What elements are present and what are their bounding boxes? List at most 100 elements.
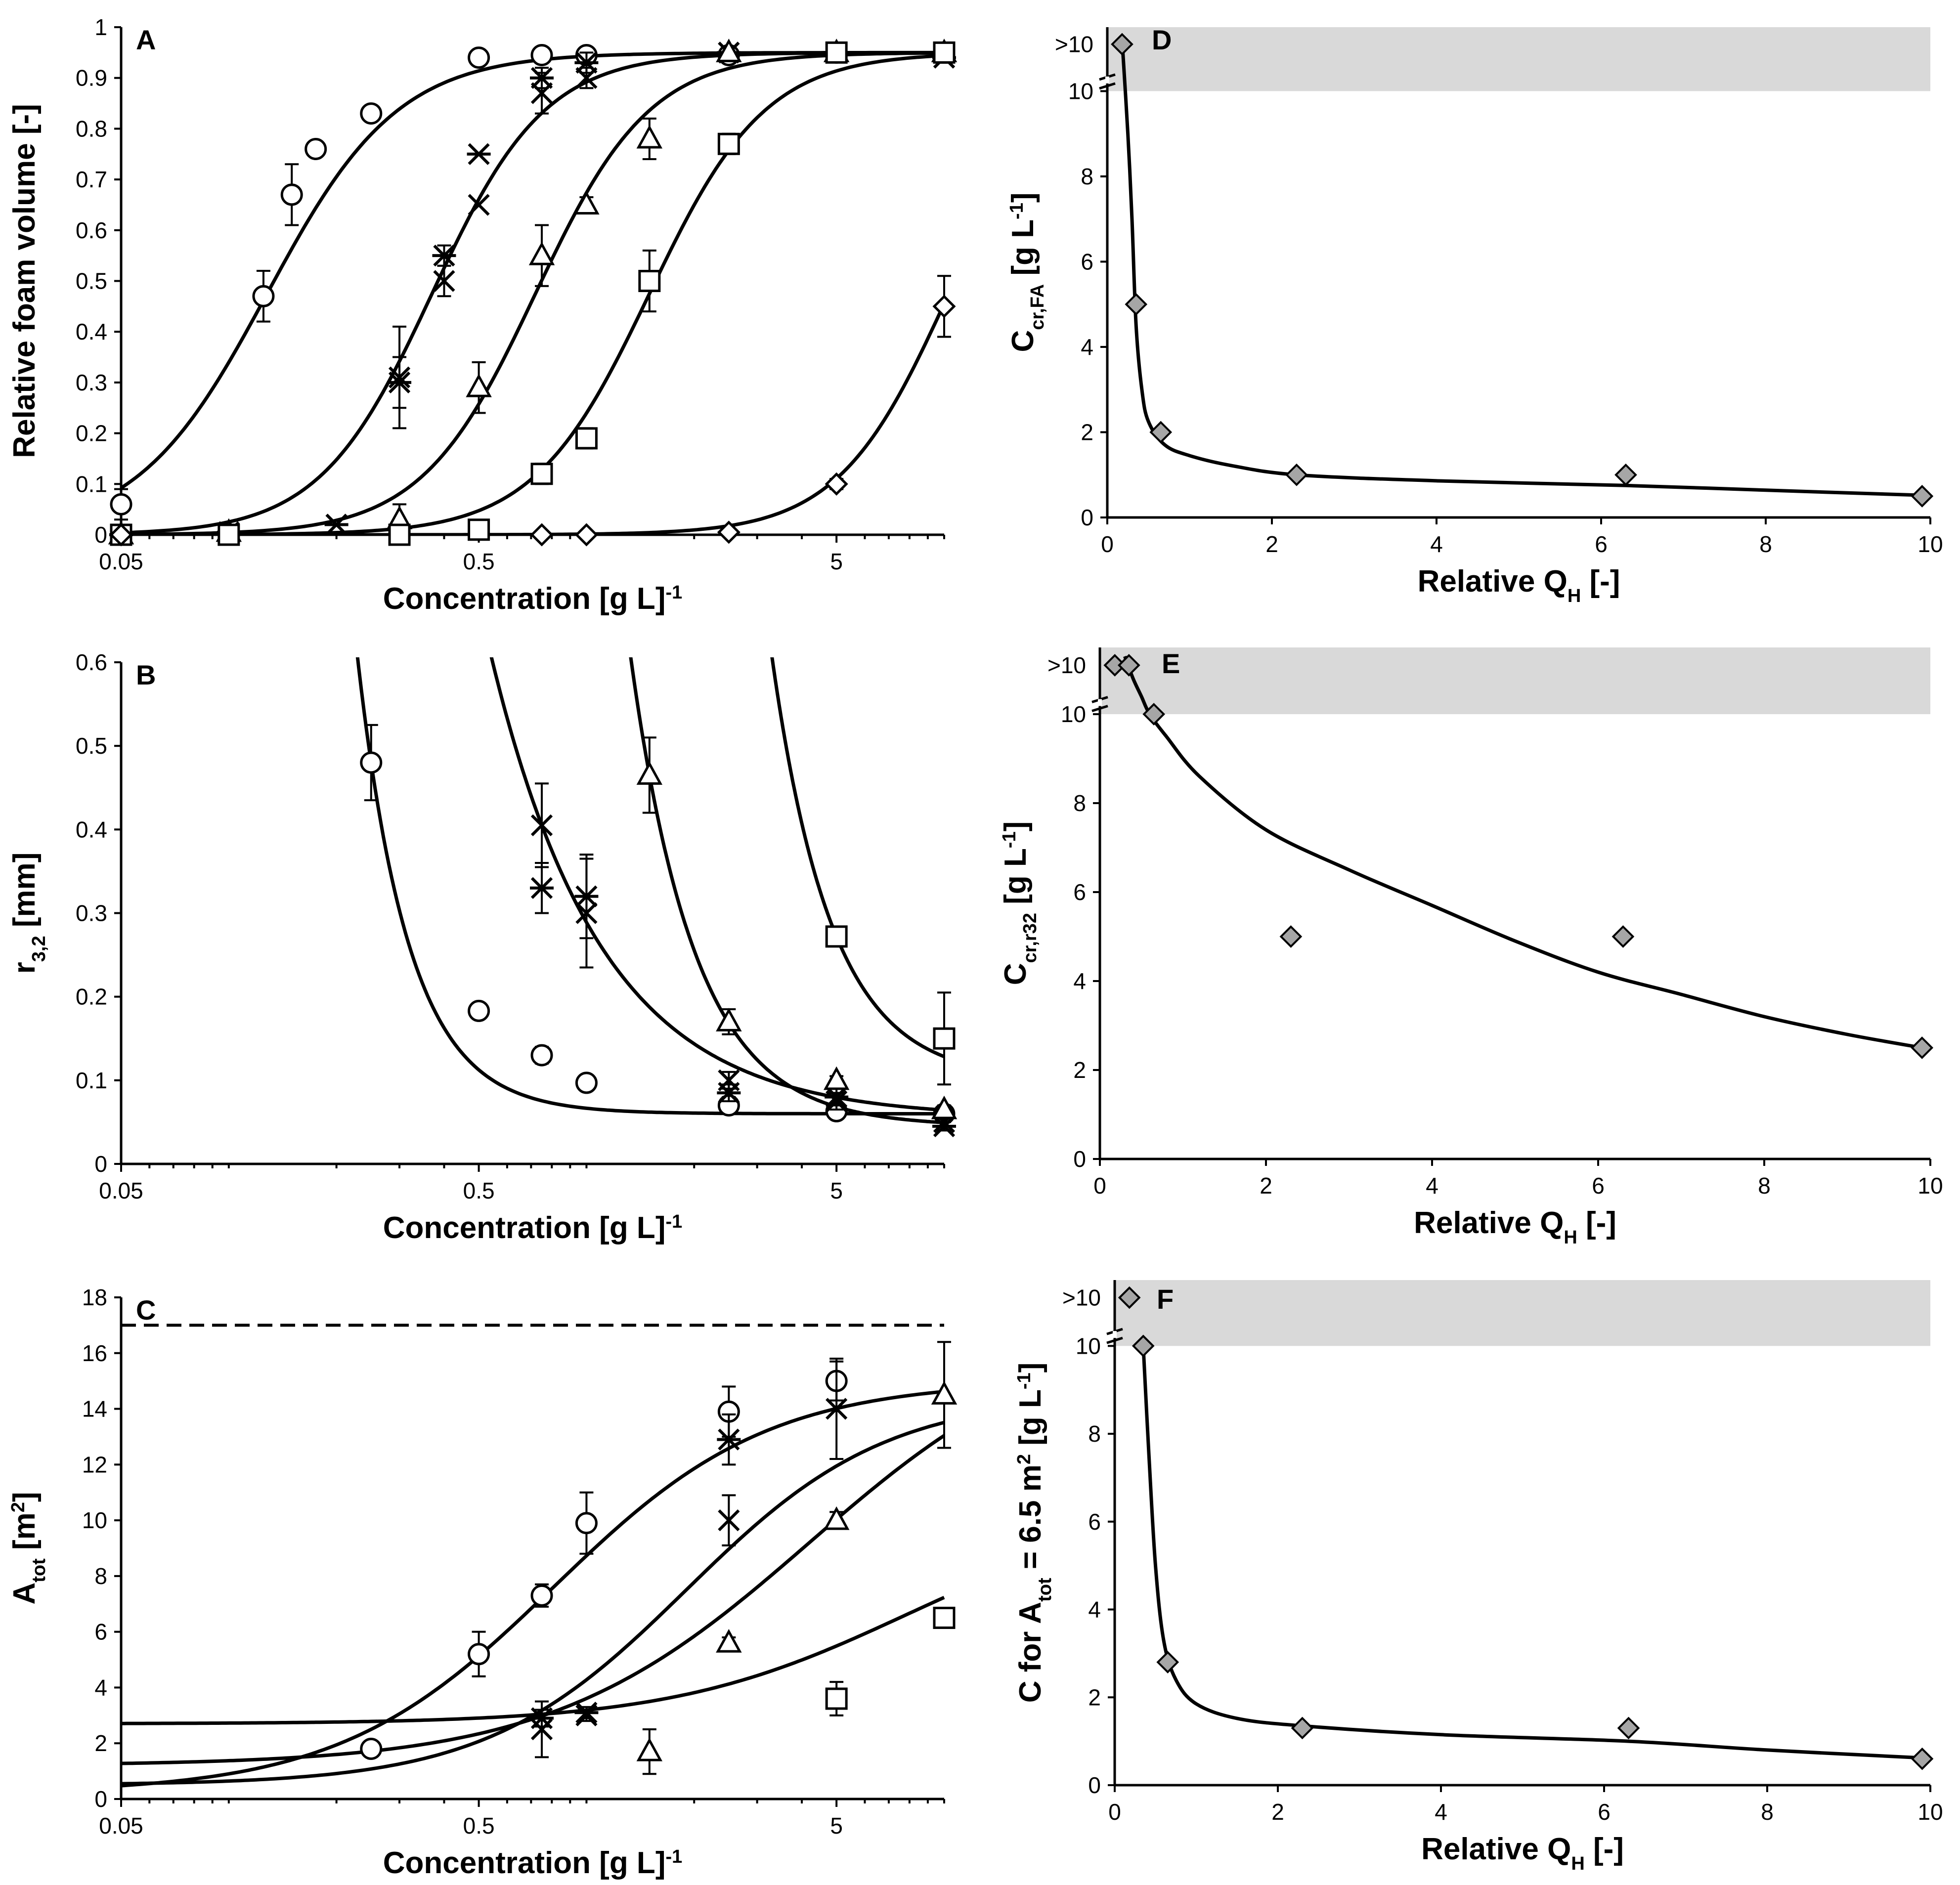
gray-band-above-10 [1100, 647, 1930, 714]
y-tick-label: 0 [1081, 505, 1093, 530]
data-point-square [530, 463, 553, 485]
data-point-diamond-filled [1142, 703, 1166, 726]
data-point-triangle [931, 1095, 958, 1119]
data-point-diamond-filled [1911, 485, 1934, 508]
data-point-star [717, 1428, 741, 1451]
x-tick-label: 8 [1761, 1799, 1774, 1825]
y-tick-label: 2 [1088, 1684, 1101, 1710]
y-tick-label: 4 [1073, 968, 1086, 994]
x-tick-label: 4 [1430, 531, 1443, 557]
y-tick-label: 0 [94, 522, 107, 548]
x-tick-label: 10 [1917, 1799, 1943, 1825]
y-axis-title: C for Atot = 6.5 m2 [g L-1] [1013, 1363, 1055, 1703]
data-point-x [826, 1398, 848, 1420]
y-tick-label: 0.5 [76, 268, 107, 294]
y-tick-label: 6 [1073, 879, 1086, 905]
panel-d-chart: 0 2 4 6 8 10 0 2 4 6 8 10 >10 D Relative QH [-] Ccr,FA … [1006, 24, 1943, 606]
data-point-circle [530, 1044, 553, 1067]
data-point-star [574, 51, 599, 74]
y-axis-title: r3,2 [mm] [7, 853, 49, 974]
x-axis-title: Relative QH [-] [1421, 1832, 1624, 1874]
x-tick-label: 10 [1917, 531, 1943, 557]
gray-band-above-10 [1107, 27, 1930, 91]
data-point-square [468, 518, 490, 541]
y-axis-title: Relative foam volume [-] [7, 104, 42, 458]
panel-c-chart: 0 2 4 6 8 10 12 14 16 18 0.05 0.5 5 C Concentration [g… [7, 1285, 958, 1880]
panel-b-chart: 0 0.1 0.2 0.3 0.4 0.5 0.6 0.05 0.5 5 B Concentratio… [7, 649, 958, 1245]
band-label: >10 [1047, 652, 1086, 678]
data-point-triangle [636, 761, 663, 785]
data-point-square [933, 1606, 956, 1629]
data-point-triangle [716, 1008, 742, 1031]
y-tick-label: 0.2 [76, 421, 107, 446]
y-tick-label: 2 [1081, 419, 1093, 445]
fit-curve-x [121, 51, 944, 535]
data-point-x [468, 194, 490, 216]
data-point-star [932, 1115, 956, 1138]
y-tick-label: 0 [94, 1151, 107, 1177]
x-tick-label: 10 [1917, 1173, 1943, 1199]
data-point-diamond [530, 523, 554, 547]
data-point-diamond [717, 520, 740, 544]
y-tick-label: 8 [1073, 790, 1086, 816]
y-tick-label: 4 [94, 1674, 107, 1700]
x-tick-label: 0 [1093, 1173, 1106, 1199]
data-point-star [324, 514, 348, 536]
axis-break-gap [1098, 699, 1102, 706]
data-point-circle [280, 183, 303, 206]
band-label: >10 [1055, 32, 1093, 57]
data-point-circle [530, 1584, 553, 1607]
data-point-diamond [574, 523, 598, 547]
data-point-triangle [573, 191, 600, 214]
fit-curve-triangle [121, 51, 945, 535]
data-point-star [530, 1707, 554, 1729]
y-tick-label: 6 [94, 1619, 107, 1645]
y-tick-label: 0.7 [76, 167, 107, 192]
y-tick-label: 0.1 [76, 471, 107, 497]
y-tick-label: 0 [1073, 1146, 1086, 1172]
data-point-triangle [636, 1737, 663, 1761]
y-tick-label: 12 [82, 1452, 107, 1477]
panel-letter: E [1162, 648, 1180, 679]
x-tick-label: 4 [1435, 1799, 1447, 1825]
panel-e-chart: 0 2 4 6 8 10 0 2 4 6 8 10 >10 E Relative QH [-] Ccr,r32… [999, 647, 1943, 1248]
data-point-diamond-filled [1118, 1286, 1141, 1309]
x-axis-title: Concentration [g L]-1 [383, 1846, 683, 1880]
x-axis-title: Concentration [g L]-1 [383, 582, 683, 616]
fit-curve-diamond-filled [1120, 40, 1922, 497]
data-point-diamond [932, 295, 956, 318]
panel-letter: F [1157, 1284, 1174, 1315]
panel-a-chart: 0 0.1 0.2 0.3 0.4 0.5 0.6 0.7 0.8 0.9 1 0.05 0.5 5 A Co… [7, 14, 958, 616]
x-tick-label: 0.5 [463, 1813, 495, 1839]
data-point-square [638, 270, 661, 292]
data-point-square [933, 1027, 956, 1050]
gray-band-above-10 [1115, 1280, 1930, 1346]
data-point-circle [575, 1071, 598, 1094]
data-point-star [717, 1082, 741, 1104]
panel-letter: A [136, 24, 156, 55]
y-tick-label: 2 [94, 1730, 107, 1756]
data-point-circle [575, 1512, 598, 1535]
data-point-triangle [716, 1629, 742, 1653]
x-tick-label: 2 [1271, 1799, 1284, 1825]
data-point-star [432, 245, 456, 267]
y-tick-label: 0.6 [76, 217, 107, 243]
y-tick-label: 0.8 [76, 116, 107, 141]
x-tick-label: 0.5 [463, 1178, 495, 1203]
x-axis-title: Relative QH [-] [1418, 564, 1620, 606]
fit-curve-diamond-filled [1141, 1346, 1922, 1760]
data-point-star [388, 371, 412, 394]
y-tick-label: 2 [1073, 1057, 1086, 1083]
data-point-square [575, 427, 598, 450]
data-point-circle [530, 43, 553, 66]
data-point-diamond-filled [1285, 463, 1308, 486]
data-point-star [530, 67, 554, 89]
data-point-diamond-filled [1291, 1716, 1314, 1740]
data-point-diamond-filled [1614, 463, 1637, 486]
data-point-circle [305, 137, 327, 160]
x-tick-label: 5 [830, 549, 843, 574]
y-tick-label: 16 [82, 1340, 107, 1366]
y-tick-label: 6 [1081, 249, 1093, 274]
y-tick-label: 4 [1081, 334, 1093, 360]
data-point-diamond-filled [1911, 1036, 1934, 1059]
